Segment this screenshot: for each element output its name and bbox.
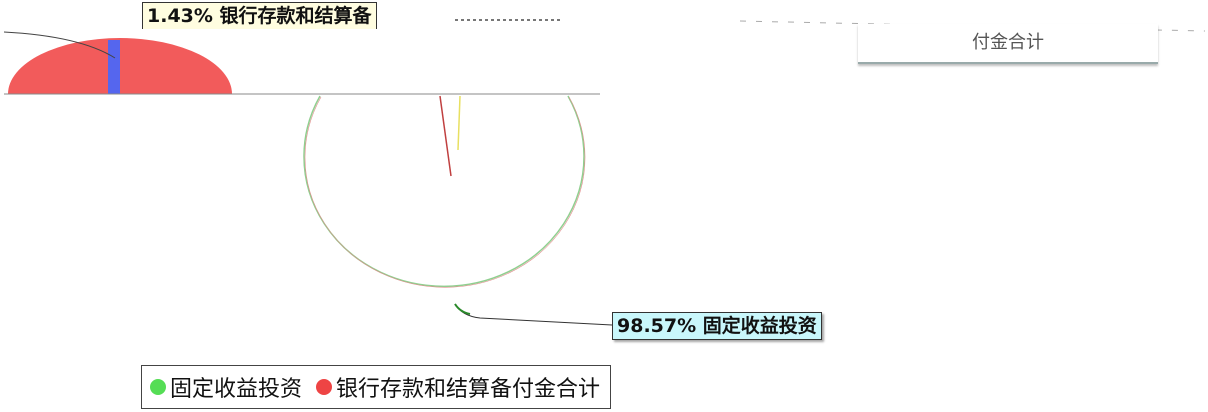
- pie-divider-b: [457, 95, 461, 151]
- data-label-small-slice: 1.43% 银行存款和结算备: [142, 2, 377, 29]
- small-slice-text: 1.43% 银行存款和结算备: [147, 5, 372, 27]
- leader-line-small: [3, 31, 116, 59]
- leader-line-main: [454, 303, 613, 326]
- data-label-main-slice: 98.57% 固定收益投资: [612, 312, 822, 340]
- pie-fragment-blue: [108, 40, 120, 94]
- legend-swatch-green: [150, 379, 166, 395]
- pie-divider-a: [439, 95, 452, 177]
- legend-label-bank-deposit: 银行存款和结算备付金合计: [336, 377, 601, 402]
- legend-label-fixed-income: 固定收益投资: [170, 377, 303, 402]
- legend: 固定收益投资 银行存款和结算备付金合计: [141, 365, 612, 409]
- pie-inner-arc: [454, 303, 471, 315]
- pie-outline-inner: [304, 96, 586, 288]
- legend-item-bank-deposit: 银行存款和结算备付金合计: [316, 371, 600, 403]
- header-box-text: 付金合计: [972, 32, 1044, 53]
- header-box: 付金合计: [858, 24, 1158, 64]
- main-slice-text: 98.57% 固定收益投资: [617, 315, 817, 337]
- pie-outline: [303, 95, 585, 288]
- legend-swatch-red: [316, 379, 333, 395]
- legend-item-fixed-income: 固定收益投资: [150, 371, 302, 403]
